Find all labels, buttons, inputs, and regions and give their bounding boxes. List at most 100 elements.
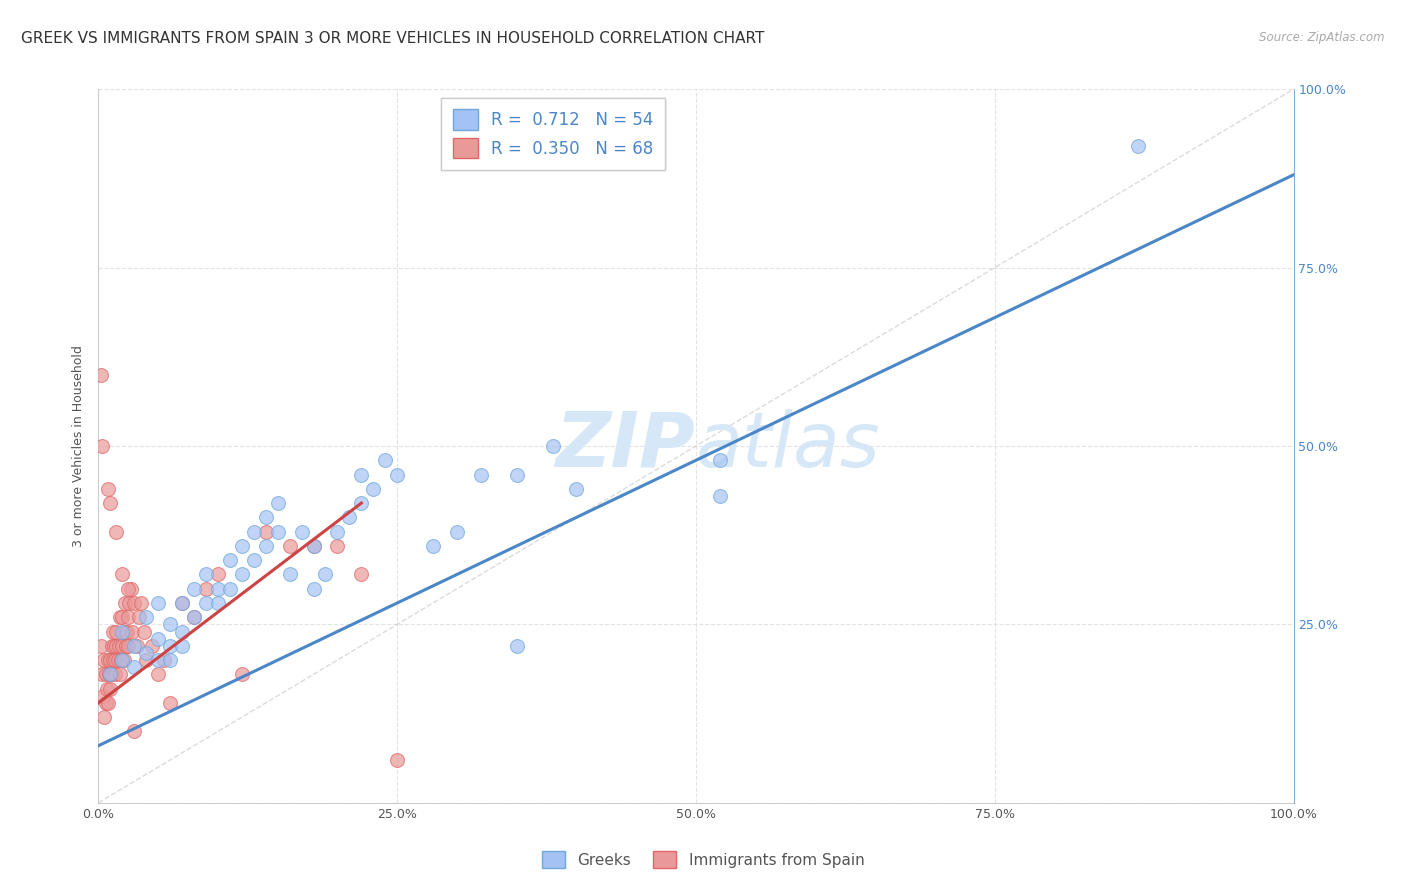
Point — [172, 596, 194, 610]
Point — [195, 582, 218, 596]
Point — [254, 524, 277, 539]
Point — [219, 582, 242, 596]
Point — [291, 524, 314, 539]
Point — [159, 653, 181, 667]
Point — [107, 653, 129, 667]
Point — [117, 610, 139, 624]
Text: atlas: atlas — [696, 409, 880, 483]
Point — [159, 696, 181, 710]
Point — [90, 368, 112, 382]
Point — [159, 617, 181, 632]
Point — [93, 653, 115, 667]
Point — [207, 596, 229, 610]
Point — [302, 539, 325, 553]
Point — [339, 510, 361, 524]
Point — [112, 653, 135, 667]
Point — [94, 667, 117, 681]
Point — [105, 524, 128, 539]
Point — [115, 639, 138, 653]
Point — [124, 724, 146, 739]
Point — [97, 696, 120, 710]
Text: Source: ZipAtlas.com: Source: ZipAtlas.com — [1260, 31, 1385, 45]
Text: ZIP: ZIP — [557, 409, 696, 483]
Point — [111, 624, 134, 639]
Point — [124, 639, 146, 653]
Point — [267, 524, 290, 539]
Point — [231, 667, 253, 681]
Point — [141, 639, 163, 653]
Point — [110, 653, 132, 667]
Point — [159, 639, 181, 653]
Point — [350, 467, 373, 482]
Legend: R =  0.712   N = 54, R =  0.350   N = 68: R = 0.712 N = 54, R = 0.350 N = 68 — [441, 97, 665, 169]
Point — [111, 610, 134, 624]
Point — [111, 567, 134, 582]
Point — [315, 567, 337, 582]
Point — [125, 639, 148, 653]
Point — [120, 582, 142, 596]
Point — [124, 596, 146, 610]
Point — [422, 539, 444, 553]
Point — [148, 653, 170, 667]
Point — [385, 753, 409, 767]
Point — [326, 539, 349, 553]
Point — [243, 524, 266, 539]
Point — [302, 539, 325, 553]
Point — [231, 567, 253, 582]
Y-axis label: 3 or more Vehicles in Household: 3 or more Vehicles in Household — [72, 345, 86, 547]
Point — [98, 667, 122, 681]
Point — [98, 653, 122, 667]
Point — [135, 610, 157, 624]
Point — [96, 681, 118, 696]
Point — [172, 639, 194, 653]
Point — [114, 596, 136, 610]
Point — [195, 596, 218, 610]
Point — [100, 639, 122, 653]
Point — [243, 553, 266, 567]
Point — [91, 689, 114, 703]
Point — [709, 489, 731, 503]
Point — [117, 582, 139, 596]
Point — [124, 660, 146, 674]
Text: GREEK VS IMMIGRANTS FROM SPAIN 3 OR MORE VEHICLES IN HOUSEHOLD CORRELATION CHART: GREEK VS IMMIGRANTS FROM SPAIN 3 OR MORE… — [21, 31, 765, 46]
Point — [98, 496, 122, 510]
Point — [326, 524, 349, 539]
Point — [267, 496, 290, 510]
Point — [111, 639, 134, 653]
Point — [254, 510, 277, 524]
Point — [1128, 139, 1150, 153]
Point — [108, 610, 131, 624]
Point — [183, 610, 205, 624]
Point — [91, 667, 114, 681]
Point — [97, 653, 120, 667]
Point — [709, 453, 731, 467]
Point — [121, 624, 143, 639]
Point — [231, 539, 253, 553]
Point — [104, 653, 127, 667]
Point — [278, 539, 301, 553]
Point — [101, 653, 124, 667]
Point — [446, 524, 468, 539]
Point — [98, 667, 121, 681]
Point — [117, 639, 139, 653]
Point — [172, 624, 194, 639]
Point — [350, 567, 373, 582]
Point — [114, 624, 136, 639]
Point — [118, 596, 141, 610]
Point — [350, 496, 373, 510]
Point — [506, 639, 529, 653]
Point — [135, 653, 157, 667]
Point — [111, 653, 134, 667]
Point — [278, 567, 301, 582]
Point — [219, 553, 242, 567]
Point — [132, 624, 155, 639]
Point — [90, 639, 112, 653]
Point — [153, 653, 176, 667]
Point — [107, 639, 129, 653]
Point — [104, 667, 127, 681]
Point — [385, 467, 409, 482]
Point — [183, 610, 205, 624]
Point — [131, 596, 153, 610]
Point — [105, 624, 128, 639]
Point — [374, 453, 396, 467]
